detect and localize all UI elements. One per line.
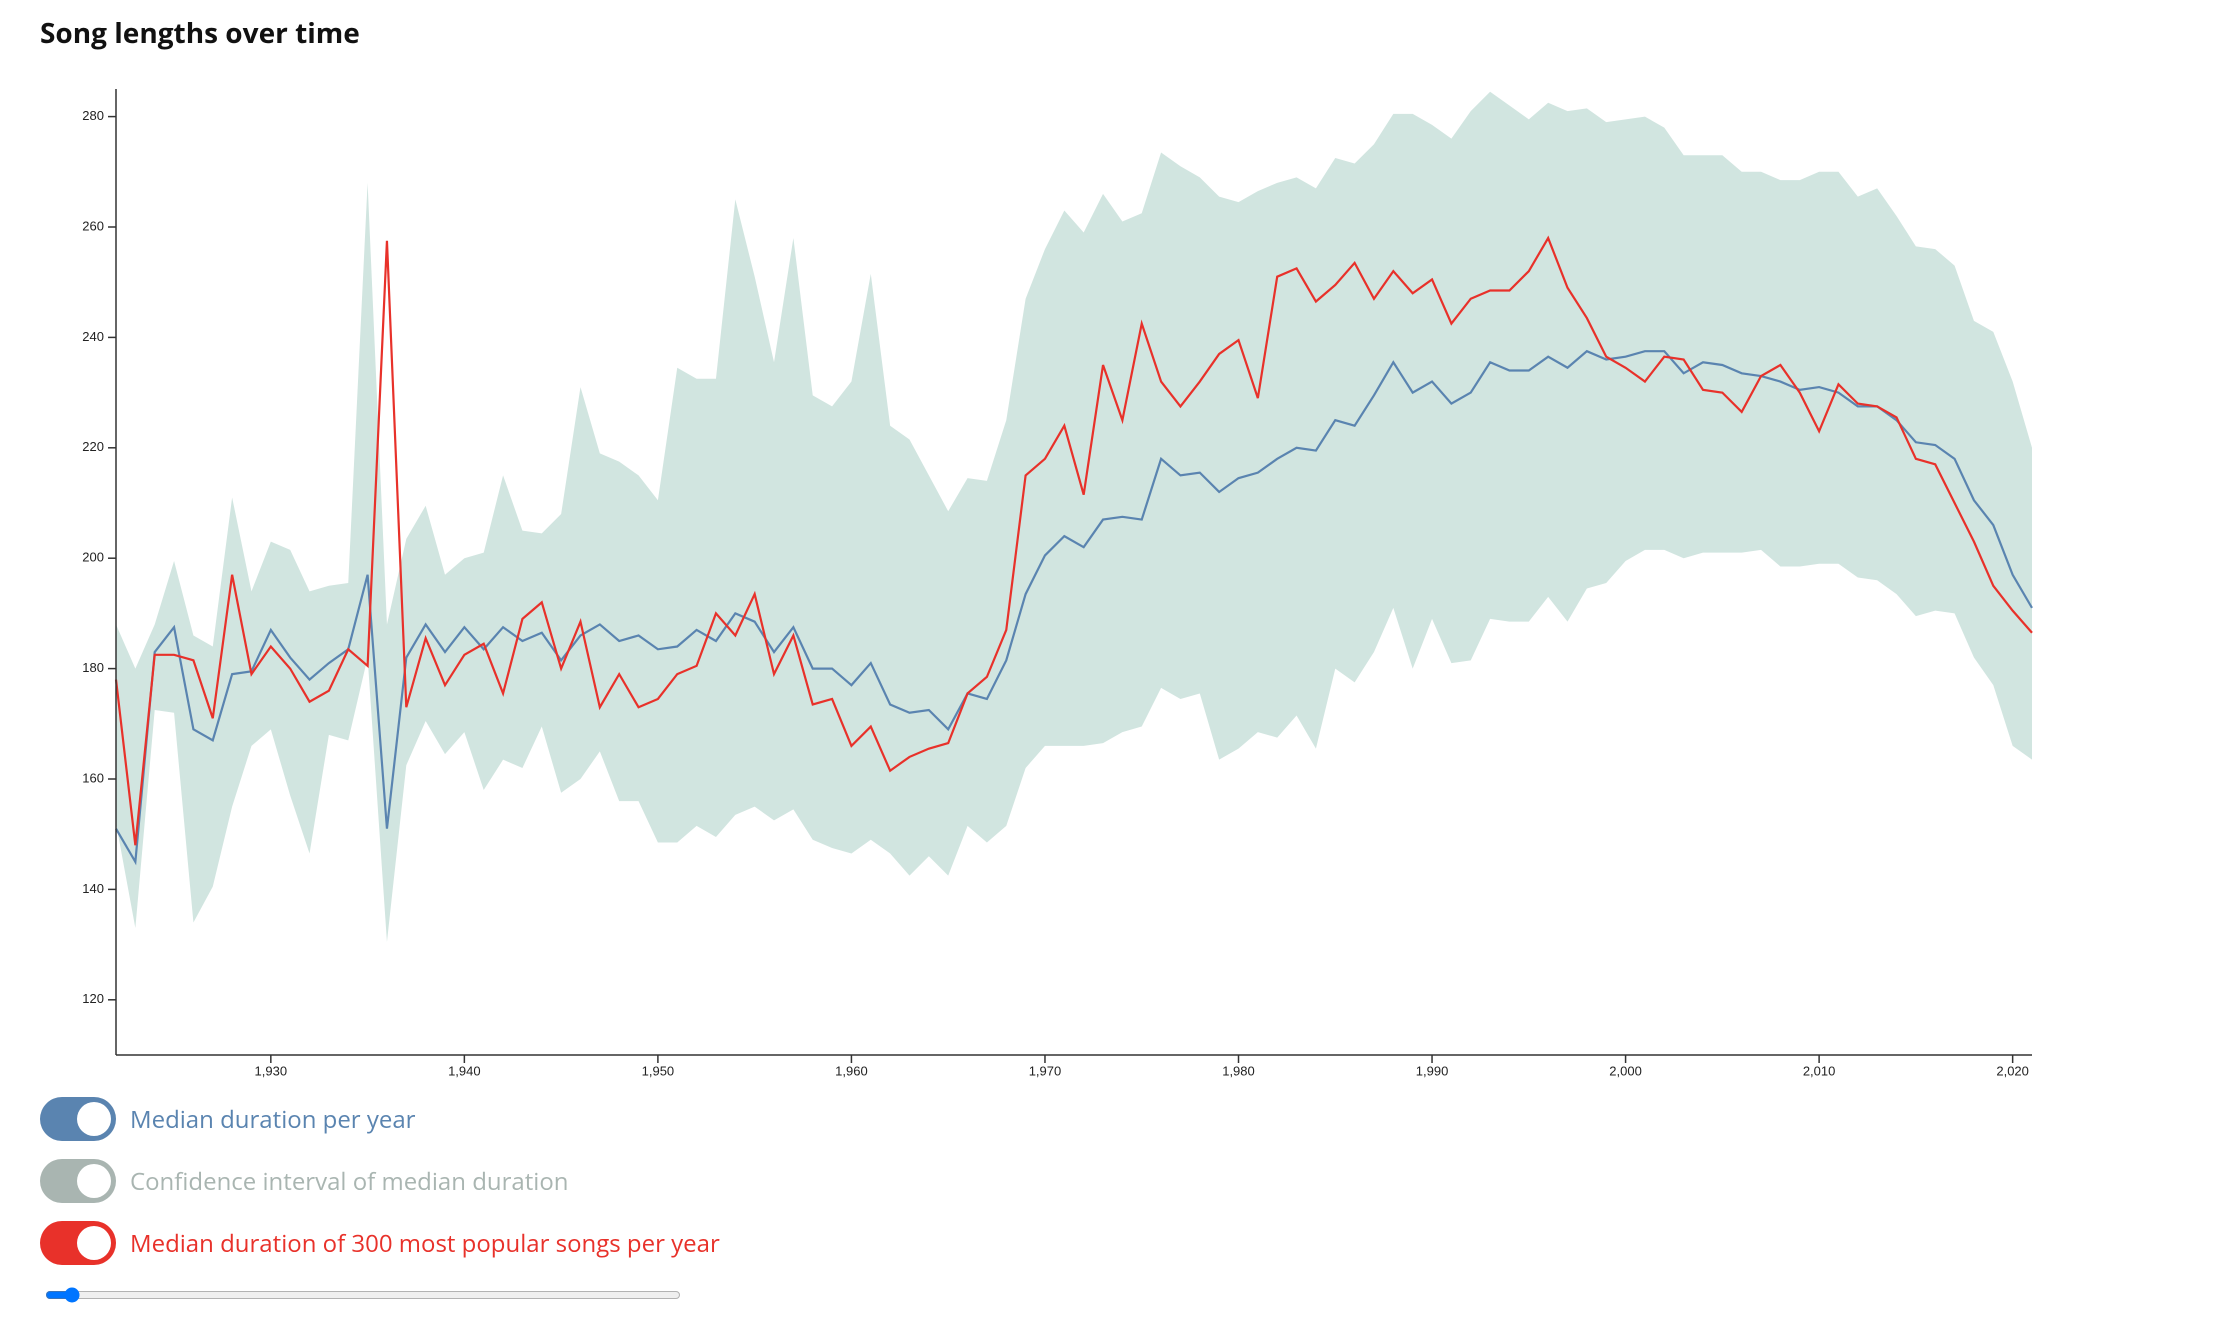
y-tick-label: 280: [82, 108, 104, 123]
series-line: [115, 349, 2033, 866]
x-tick-label: 2,000: [1609, 1063, 1642, 1078]
toggle-row: Confidence interval of median duration: [40, 1159, 569, 1203]
toggle-switch[interactable]: [40, 1097, 116, 1141]
slider[interactable]: [45, 1287, 681, 1303]
x-tick-label: 2,020: [1996, 1063, 2029, 1078]
confidence-band: [116, 91, 2032, 942]
chart: 120 140 160 180 200 220 240 260 280 1,930 1,940 1,9…: [82, 89, 2033, 1078]
y-tick-label: 180: [82, 660, 104, 675]
x-tick-label: 1,990: [1416, 1063, 1449, 1078]
y-tick-label: 160: [82, 770, 104, 785]
x-tick-label: 1,970: [1029, 1063, 1062, 1078]
x-tick-label: 1,950: [642, 1063, 675, 1078]
x-tick-label: 1,930: [255, 1063, 288, 1078]
toggle-switch[interactable]: [40, 1221, 116, 1265]
y-tick-label: 260: [82, 218, 104, 233]
y-tick-label: 200: [82, 550, 104, 565]
x-tick-label: 2,010: [1803, 1063, 1836, 1078]
legend-label: Confidence interval of median duration: [130, 1164, 569, 1198]
toggle-knob: [77, 1226, 111, 1260]
y-tick-label: 140: [82, 881, 104, 896]
toggle-knob: [77, 1102, 111, 1136]
legend-label: Median duration of 300 most popular song…: [130, 1226, 720, 1260]
x-tick-label: 1,960: [835, 1063, 868, 1078]
toggle-row: Median duration of 300 most popular song…: [40, 1221, 720, 1265]
toggle-knob: [77, 1164, 111, 1198]
legend-label: Median duration per year: [130, 1102, 416, 1136]
toggle-switch[interactable]: [40, 1159, 116, 1203]
y-tick-label: 240: [82, 329, 104, 344]
x-tick-label: 1,940: [448, 1063, 481, 1078]
y-tick-label: 120: [82, 991, 104, 1006]
series-line: [114, 235, 2033, 846]
y-tick-label: 220: [82, 439, 104, 454]
chart-title: Song lengths over time: [40, 14, 360, 52]
toggle-row: Median duration per year: [40, 1097, 416, 1141]
x-tick-label: 1,980: [1222, 1063, 1255, 1078]
